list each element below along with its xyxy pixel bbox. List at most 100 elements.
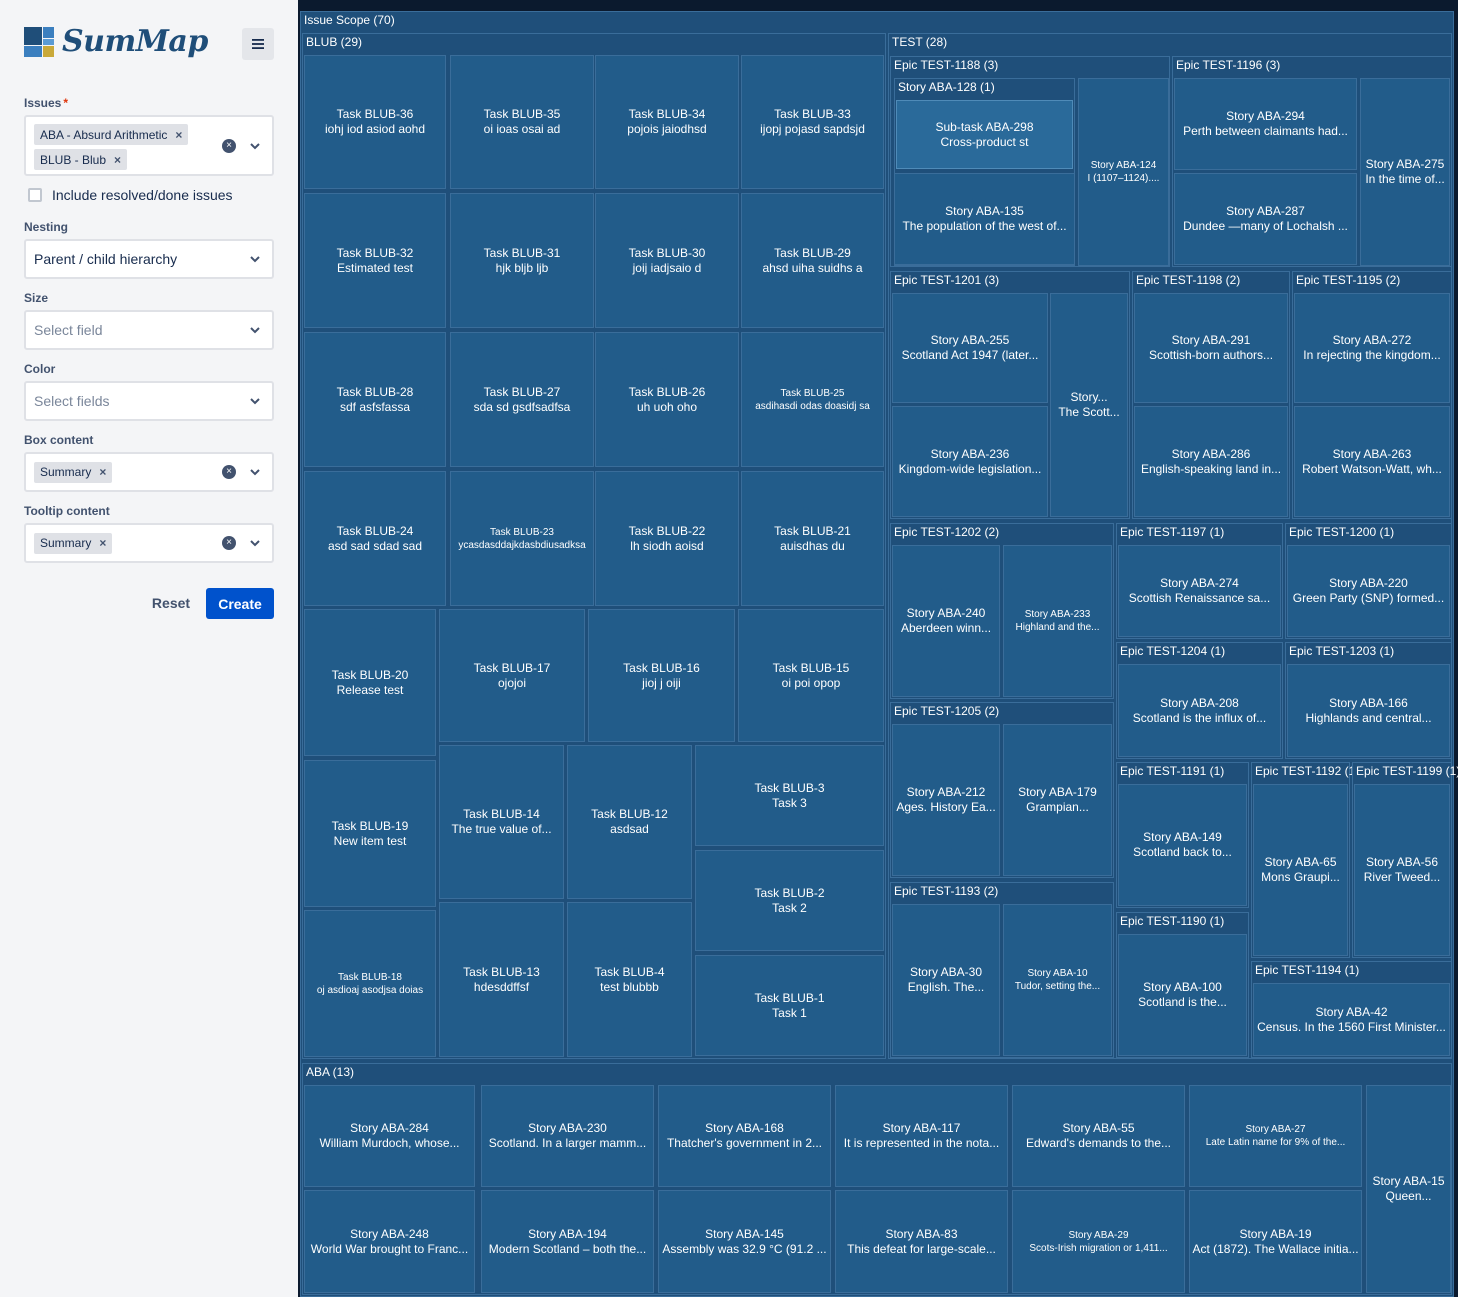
test-story-tile[interactable]: Story ABA-294 Perth between claimants had… xyxy=(1174,78,1357,170)
blub-task-tile[interactable]: Task BLUB-33 ijopj pojasd sapdsjd xyxy=(741,55,884,189)
menu-button[interactable] xyxy=(242,28,274,60)
test-story-tile[interactable]: Story ABA-240 Aberdeen winn... xyxy=(892,545,1000,697)
blub-task-tile[interactable]: Task BLUB-26 uh uoh oho xyxy=(595,332,739,467)
blub-task-tile[interactable]: Task BLUB-20 Release test xyxy=(304,609,436,756)
remove-chip-icon[interactable]: × xyxy=(114,152,122,167)
blub-task-tile[interactable]: Task BLUB-2 Task 2 xyxy=(695,850,884,951)
blub-task-tile[interactable]: Task BLUB-18 oj asdioaj asodjsa doias xyxy=(304,910,436,1057)
test-story-tile[interactable]: Story... The Scott... xyxy=(1050,293,1128,517)
blub-task-tile[interactable]: Task BLUB-34 pojois jaiodhsd xyxy=(595,55,739,189)
include-resolved-checkbox[interactable] xyxy=(28,188,42,202)
aba-story-tile[interactable]: Story ABA-284 William Murdoch, whose... xyxy=(304,1085,475,1187)
test-story-tile[interactable]: Story ABA-233 Highland and the... xyxy=(1003,545,1112,697)
blub-task-tile[interactable]: Task BLUB-24 asd sad sdad sad xyxy=(304,471,446,606)
aba-story-tile[interactable]: Story ABA-194 Modern Scotland – both the.… xyxy=(481,1190,654,1293)
blub-task-tile[interactable]: Task BLUB-35 oi ioas osai ad xyxy=(450,55,594,189)
blub-task-tile[interactable]: Task BLUB-12 asdsad xyxy=(567,745,692,899)
size-select[interactable]: Select field xyxy=(24,310,274,350)
tooltip-content-select[interactable]: Summary × × xyxy=(24,523,274,563)
remove-chip-icon[interactable]: × xyxy=(99,465,107,479)
reset-button[interactable]: Reset xyxy=(151,595,191,611)
tile-summary: Census. In the 1560 First Minister... xyxy=(1257,1019,1446,1034)
tile-key: Task BLUB-20 xyxy=(331,667,409,682)
group-title: Epic TEST-1193 (2) xyxy=(894,884,999,898)
test-story-tile[interactable]: Story ABA-179 Grampian... xyxy=(1003,724,1112,876)
blub-task-tile[interactable]: Task BLUB-36 iohj iod asiod aohd xyxy=(304,55,446,189)
blub-task-tile[interactable]: Task BLUB-13 hdesddffsf xyxy=(439,902,564,1057)
aba-story-tile[interactable]: Story ABA-55 Edward's demands to the... xyxy=(1012,1085,1185,1187)
blub-task-tile[interactable]: Task BLUB-3 Task 3 xyxy=(695,745,884,846)
test-story-tile[interactable]: Story ABA-208 Scotland is the influx of..… xyxy=(1118,664,1281,757)
test-story-tile[interactable]: Story ABA-42 Census. In the 1560 First Mi… xyxy=(1253,983,1450,1056)
test-story-tile[interactable]: Story ABA-286 English-speaking land in... xyxy=(1134,406,1288,517)
blub-task-tile[interactable]: Task BLUB-31 hjk bljb ljb xyxy=(450,193,594,328)
blub-task-tile[interactable]: Task BLUB-22 lh siodh aoisd xyxy=(595,471,739,606)
test-story-tile[interactable]: Story ABA-291 Scottish-born authors... xyxy=(1134,293,1288,403)
include-resolved-row[interactable]: Include resolved/done issues xyxy=(28,187,233,203)
blub-task-tile[interactable]: Task BLUB-27 sda sd gsdfsadfsa xyxy=(450,332,594,467)
tile-key: Story ABA-220 xyxy=(1329,576,1408,590)
test-story-tile[interactable]: Story ABA-124 I (1107–1124).... xyxy=(1078,78,1169,266)
aba-story-tile[interactable]: Story ABA-19 Act (1872). The Wallace init… xyxy=(1189,1190,1362,1293)
blub-task-tile[interactable]: Task BLUB-1 Task 1 xyxy=(695,955,884,1056)
aba-story-tile[interactable]: Story ABA-248 World War brought to Franc.… xyxy=(304,1190,475,1293)
blub-task-tile[interactable]: Task BLUB-23 ycasdasddajkdasbdiusadksa xyxy=(450,471,594,606)
blub-task-tile[interactable]: Task BLUB-30 joij iadjsaio d xyxy=(595,193,739,328)
test-story-tile[interactable]: Story ABA-149 Scotland back to... xyxy=(1118,784,1247,906)
test-story-tile[interactable]: Story ABA-166 Highlands and central... xyxy=(1287,664,1450,757)
blub-task-tile[interactable]: Task BLUB-21 auisdhas du xyxy=(741,471,884,606)
box-content-select[interactable]: Summary × × xyxy=(24,452,274,492)
test-story-tile[interactable]: Story ABA-236 Kingdom-wide legislation... xyxy=(892,406,1048,517)
test-story-tile[interactable]: Story ABA-263 Robert Watson-Watt, wh... xyxy=(1294,406,1450,517)
test-story-tile[interactable]: Story ABA-272 In rejecting the kingdom... xyxy=(1294,293,1450,403)
test-story-tile[interactable]: Story ABA-30 English. The... xyxy=(892,904,1000,1056)
clear-icon[interactable]: × xyxy=(222,536,236,550)
blub-task-tile[interactable]: Task BLUB-25 asdihasdi odas doasidj sa xyxy=(741,332,884,467)
blub-task-tile[interactable]: Task BLUB-4 test blubbb xyxy=(567,902,692,1057)
aba-story-tile[interactable]: Story ABA-168 Thatcher's government in 2.… xyxy=(658,1085,831,1187)
test-story-tile[interactable]: Story ABA-287 Dundee —many of Lochalsh ..… xyxy=(1174,173,1357,265)
clear-icon[interactable]: × xyxy=(222,138,236,153)
tile-key: Task BLUB-17 xyxy=(473,660,551,675)
test-story-tile[interactable]: Story ABA-135 The population of the west … xyxy=(894,173,1075,265)
test-story-tile[interactable]: Story ABA-275 In the time of... xyxy=(1360,78,1450,266)
create-button[interactable]: Create xyxy=(206,588,274,619)
tile-key: Story ABA-65 xyxy=(1264,855,1337,869)
blub-task-tile[interactable]: Task BLUB-32 Estimated test xyxy=(304,193,446,328)
test-story-tile[interactable]: Story ABA-10 Tudor, setting the... xyxy=(1003,904,1112,1056)
aba-story-tile[interactable]: Story ABA-29 Scots-Irish migration or 1,4… xyxy=(1012,1190,1185,1293)
aba-story-tile[interactable]: Story ABA-145 Assembly was 32.9 °C (91.2 … xyxy=(658,1190,831,1293)
test-story-tile[interactable]: Story ABA-220 Green Party (SNP) formed... xyxy=(1287,545,1450,637)
clear-icon[interactable]: × xyxy=(222,465,236,479)
test-story-tile[interactable]: Story ABA-100 Scotland is the... xyxy=(1118,934,1247,1056)
blub-task-tile[interactable]: Task BLUB-15 oi poi opop xyxy=(738,609,884,742)
remove-chip-icon[interactable]: × xyxy=(175,127,183,142)
blub-task-tile[interactable]: Task BLUB-14 The true value of... xyxy=(439,745,564,899)
aba-story-tile[interactable]: Story ABA-230 Scotland. In a larger mamm.… xyxy=(481,1085,654,1187)
issues-select[interactable]: ABA - Absurd Arithmetic × BLUB - Blub × × xyxy=(24,115,274,176)
tile-key: Story ABA-42 xyxy=(1315,1004,1388,1019)
test-story-tile[interactable]: Sub-task ABA-298 Cross-product st xyxy=(896,100,1073,169)
tile-summary: Scottish Renaissance sa... xyxy=(1128,591,1271,605)
color-select[interactable]: Select fields xyxy=(24,381,274,421)
aba-story-tile[interactable]: Story ABA-27 Late Latin name for 9% of th… xyxy=(1189,1085,1362,1187)
tile-key: Story ABA-287 xyxy=(1226,204,1305,218)
blub-task-tile[interactable]: Task BLUB-17 ojojoi xyxy=(439,609,585,742)
tile-key: Task BLUB-22 xyxy=(628,523,706,538)
test-story-tile[interactable]: Story ABA-212 Ages. History Ea... xyxy=(892,724,1000,876)
remove-chip-icon[interactable]: × xyxy=(99,536,107,550)
test-story-tile[interactable]: Story ABA-274 Scottish Renaissance sa... xyxy=(1118,545,1281,637)
tile-key: Task BLUB-13 xyxy=(463,964,540,979)
test-story-tile[interactable]: Story ABA-255 Scotland Act 1947 (later... xyxy=(892,293,1048,403)
aba-story-tile[interactable]: Story ABA-117 It is represented in the no… xyxy=(835,1085,1008,1187)
test-story-tile[interactable]: Story ABA-56 River Tweed... xyxy=(1354,784,1450,956)
blub-task-tile[interactable]: Task BLUB-28 sdf asfsfassa xyxy=(304,332,446,467)
test-story-tile[interactable]: Story ABA-65 Mons Graupi... xyxy=(1253,784,1348,956)
aba-story-tile[interactable]: Story ABA-83 This defeat for large-scale.… xyxy=(835,1190,1008,1293)
aba-story-tile[interactable]: Story ABA-15 Queen... xyxy=(1366,1085,1451,1293)
blub-task-tile[interactable]: Task BLUB-16 jioj j oiji xyxy=(588,609,735,742)
blub-task-tile[interactable]: Task BLUB-19 New item test xyxy=(304,760,436,907)
blub-task-tile[interactable]: Task BLUB-29 ahsd uiha suidhs a xyxy=(741,193,884,328)
tile-key: Task BLUB-26 xyxy=(628,384,706,399)
nesting-select[interactable]: Parent / child hierarchy xyxy=(24,239,274,279)
